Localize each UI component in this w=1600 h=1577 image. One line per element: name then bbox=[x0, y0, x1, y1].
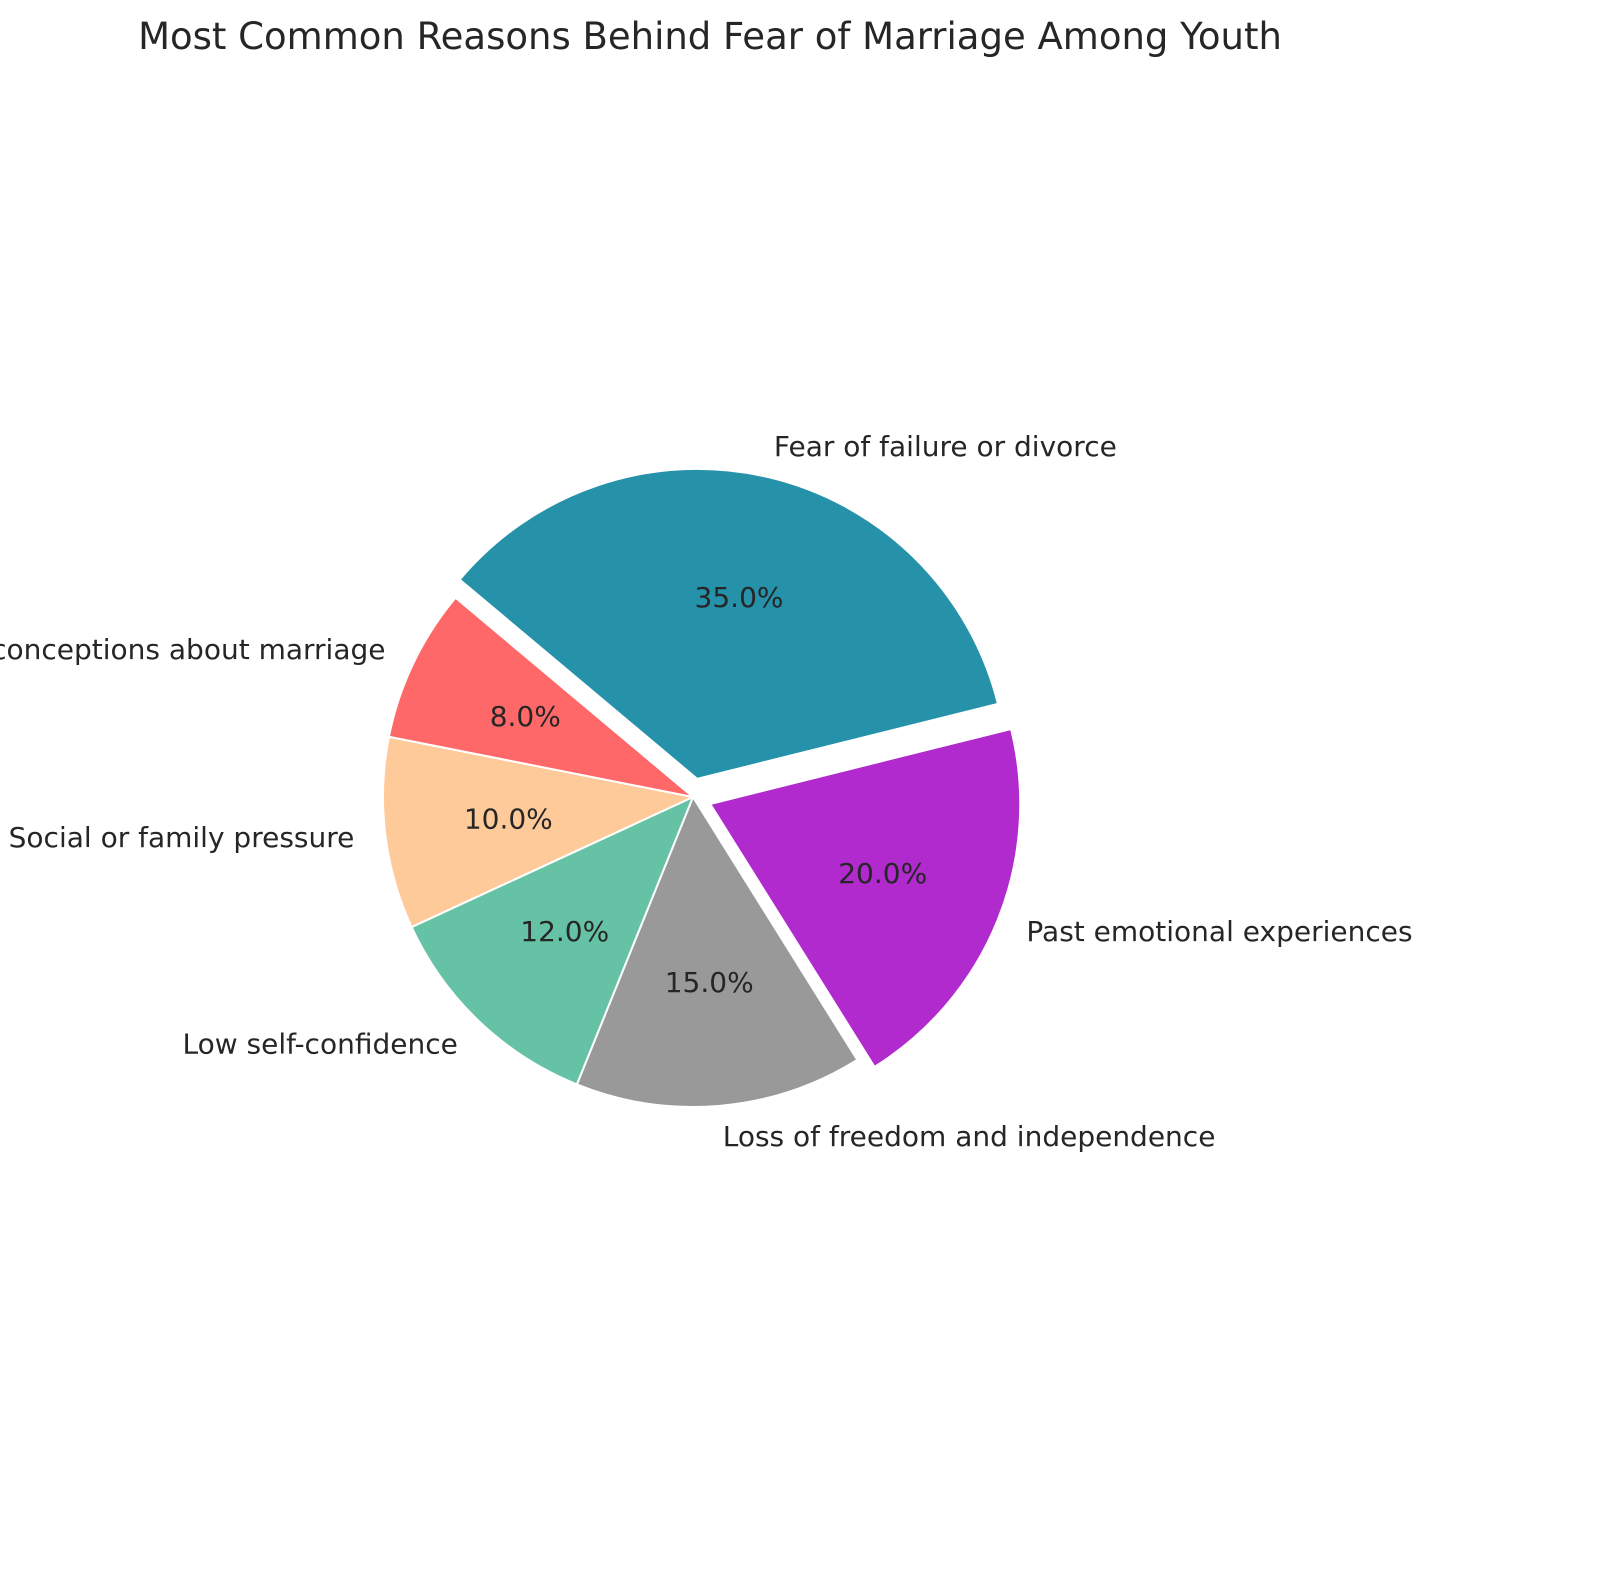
pie-category-label-1: Past emotional experiences bbox=[1026, 915, 1412, 948]
pie-slice-0 bbox=[458, 467, 1000, 780]
pie-pct-label-2: 15.0% bbox=[665, 966, 754, 999]
pie-pct-label-1: 20.0% bbox=[838, 857, 927, 890]
chart-title: Most Common Reasons Behind Fear of Marri… bbox=[138, 15, 1282, 58]
pie-slice-5 bbox=[387, 596, 694, 798]
pie-pct-label-3: 12.0% bbox=[520, 915, 609, 948]
pie-slice-4 bbox=[382, 735, 697, 929]
pie-category-label-3: Low self-confidence bbox=[182, 1027, 457, 1060]
pie-category-label-4: Social or family pressure bbox=[9, 821, 355, 854]
pie-category-label-0: Fear of failure or divorce bbox=[774, 430, 1117, 463]
pie-slices bbox=[382, 467, 1022, 1108]
pie-slice-1 bbox=[708, 727, 1022, 1069]
pie-pct-label-0: 35.0% bbox=[695, 581, 784, 614]
pie-pct-label-5: 8.0% bbox=[490, 700, 561, 733]
pie-category-label-2: Loss of freedom and independence bbox=[723, 1120, 1216, 1153]
pie-category-label-5: Misconceptions about marriage bbox=[0, 633, 385, 666]
pie-labels: 35.0% Fear of failure or divorce 20.0% Past… bbox=[0, 430, 1413, 1153]
pie-pct-label-4: 10.0% bbox=[464, 803, 553, 836]
pie-slice-3 bbox=[410, 795, 695, 1086]
pie-slice-2 bbox=[575, 794, 859, 1108]
